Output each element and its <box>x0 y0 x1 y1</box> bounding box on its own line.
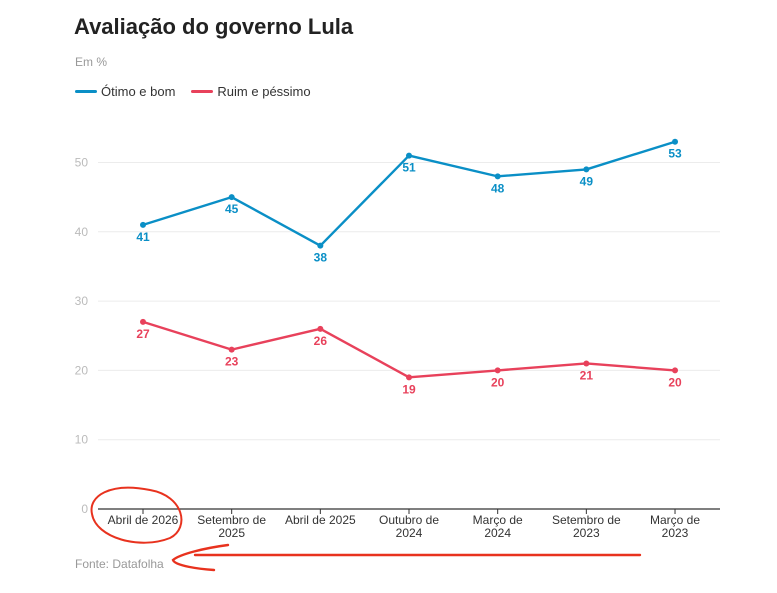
data-point-series-1 <box>672 138 679 145</box>
data-point-series-1 <box>406 152 413 159</box>
y-tick-label: 10 <box>75 433 89 447</box>
legend: Ótimo e bom Ruim e péssimo <box>75 84 311 99</box>
y-tick-label: 40 <box>75 225 89 239</box>
data-label-series-2: 27 <box>136 327 150 341</box>
data-point-series-2 <box>406 374 413 381</box>
series-line-2 <box>142 320 676 379</box>
x-tick-label: Abril de 2025 <box>285 513 356 527</box>
annotation-arrow <box>171 543 642 572</box>
chart-title: Avaliação do governo Lula <box>74 14 354 39</box>
data-point-series-1 <box>494 173 501 180</box>
source-note: Fonte: Datafolha <box>75 557 164 571</box>
y-tick-label: 30 <box>75 294 89 308</box>
y-tick-label: 0 <box>81 502 88 516</box>
data-point-series-2 <box>672 367 679 374</box>
data-label-series-1: 53 <box>668 147 682 161</box>
data-label-series-1: 48 <box>491 181 505 195</box>
data-label-series-2: 20 <box>668 375 682 389</box>
data-point-series-2 <box>583 360 590 367</box>
x-tick-label: Outubro de 2024 <box>379 513 439 540</box>
data-point-series-2 <box>228 346 235 353</box>
data-label-series-1: 45 <box>225 202 239 216</box>
data-point-series-2 <box>140 318 146 325</box>
annotation-circle <box>90 486 183 544</box>
data-point-series-1 <box>317 242 324 249</box>
data-label-series-1: 38 <box>314 251 328 265</box>
legend-label-series-2: Ruim e péssimo <box>217 84 311 99</box>
x-tick-label: Abril de 2026 <box>108 513 179 527</box>
data-label-series-2: 21 <box>580 368 594 382</box>
x-tick-label: Março de 2024 <box>473 513 523 540</box>
legend-item-series-1: Ótimo e bom <box>75 84 175 99</box>
unit-label: Em % <box>75 55 108 69</box>
legend-label-series-1: Ótimo e bom <box>101 84 176 99</box>
data-label-series-2: 20 <box>491 375 505 389</box>
data-label-series-1: 41 <box>136 230 150 244</box>
data-point-series-1 <box>583 166 590 173</box>
data-point-series-2 <box>494 367 501 374</box>
data-point-series-1 <box>228 194 235 201</box>
legend-swatch-series-2 <box>191 90 214 93</box>
data-label-series-2: 26 <box>314 334 328 348</box>
legend-item-series-2: Ruim e péssimo <box>191 84 311 99</box>
data-point-series-1 <box>140 221 146 228</box>
data-label-series-2: 19 <box>402 382 416 396</box>
x-tick-label: Setembro de 2023 <box>552 513 621 540</box>
y-tick-label: 50 <box>75 156 89 170</box>
y-tick-label: 20 <box>75 363 89 377</box>
data-label-series-2: 23 <box>225 355 239 369</box>
data-label-series-1: 49 <box>580 174 594 188</box>
data-label-series-1: 51 <box>402 161 416 175</box>
x-tick-label: Março de 2023 <box>650 513 700 540</box>
x-tick-label: Setembro de 2025 <box>197 513 266 540</box>
data-point-series-2 <box>317 325 324 332</box>
legend-swatch-series-1 <box>75 90 97 93</box>
